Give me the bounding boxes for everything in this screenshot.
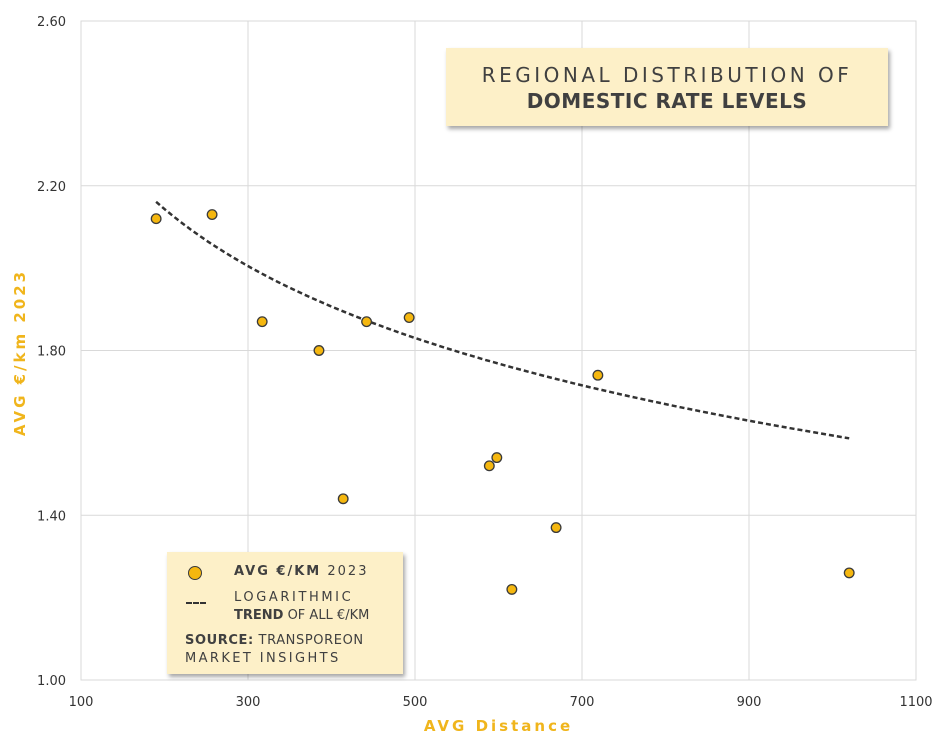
grid: [80, 20, 917, 681]
scatter-point: [506, 583, 518, 595]
scatter-point: [592, 369, 604, 381]
legend-trend-rest: OF ALL €/KM: [287, 608, 370, 623]
chart-title-box: REGIONAL DISTRIBUTION OF DOMESTIC RATE L…: [446, 48, 888, 126]
tick-labels: 100 300 500 700 900 1100 1.00 1.40 1.80 2.20 2.60: [37, 15, 933, 710]
legend-series-label-bold: AVG €/KM: [234, 564, 322, 579]
x-tick-label: 700: [570, 695, 595, 710]
scatter-point: [843, 567, 855, 579]
y-tick-label: 1.40: [37, 509, 66, 524]
y-tick-label: 2.60: [37, 15, 66, 30]
legend-series-label: AVG €/KM 2023: [234, 564, 368, 579]
chart-title-line-2: DOMESTIC RATE LEVELS: [526, 89, 808, 113]
legend-source-line-2: MARKET INSIGHTS: [185, 651, 341, 666]
scatter-point: [550, 522, 562, 534]
scatter-point: [150, 213, 162, 225]
scatter-point: [337, 493, 349, 505]
legend-dashed-line-icon: [186, 602, 206, 604]
scatter-point: [256, 316, 268, 328]
x-tick-label: 300: [236, 695, 261, 710]
x-tick-label: 1100: [899, 695, 932, 710]
legend-marker-circle-icon: [188, 566, 202, 580]
legend: AVG €/KM 2023 LOGARITHMIC TREND OF ALL €…: [167, 552, 403, 674]
x-tick-label: 100: [69, 695, 94, 710]
y-axis-title: AVG €/km 2023: [11, 269, 29, 436]
data-points: [150, 209, 855, 595]
x-tick-label: 900: [737, 695, 762, 710]
legend-source-name: TRANSPOREON: [258, 633, 364, 648]
scatter-point: [403, 312, 415, 324]
x-axis-title: AVG Distance: [424, 717, 573, 735]
legend-trend-label-line-1: LOGARITHMIC: [234, 590, 354, 605]
legend-source-line-1: SOURCE: TRANSPOREON: [185, 633, 364, 648]
legend-trend-bold: TREND: [234, 608, 284, 623]
scatter-point: [206, 209, 218, 221]
legend-series-label-year: 2023: [327, 564, 369, 579]
y-tick-label: 1.80: [37, 345, 66, 360]
legend-trend-label-line-2: TREND OF ALL €/KM: [234, 608, 369, 623]
scatter-point: [313, 345, 325, 356]
scatter-point: [491, 452, 503, 464]
scatter-point: [361, 316, 373, 328]
x-tick-label: 500: [403, 695, 428, 710]
trendline: [155, 200, 850, 440]
legend-source-bold: SOURCE:: [185, 633, 254, 648]
scatter-point: [483, 460, 495, 472]
y-tick-label: 1.00: [37, 674, 66, 689]
y-tick-label: 2.20: [37, 180, 66, 195]
chart-title-line-1: REGIONAL DISTRIBUTION OF: [481, 63, 853, 87]
